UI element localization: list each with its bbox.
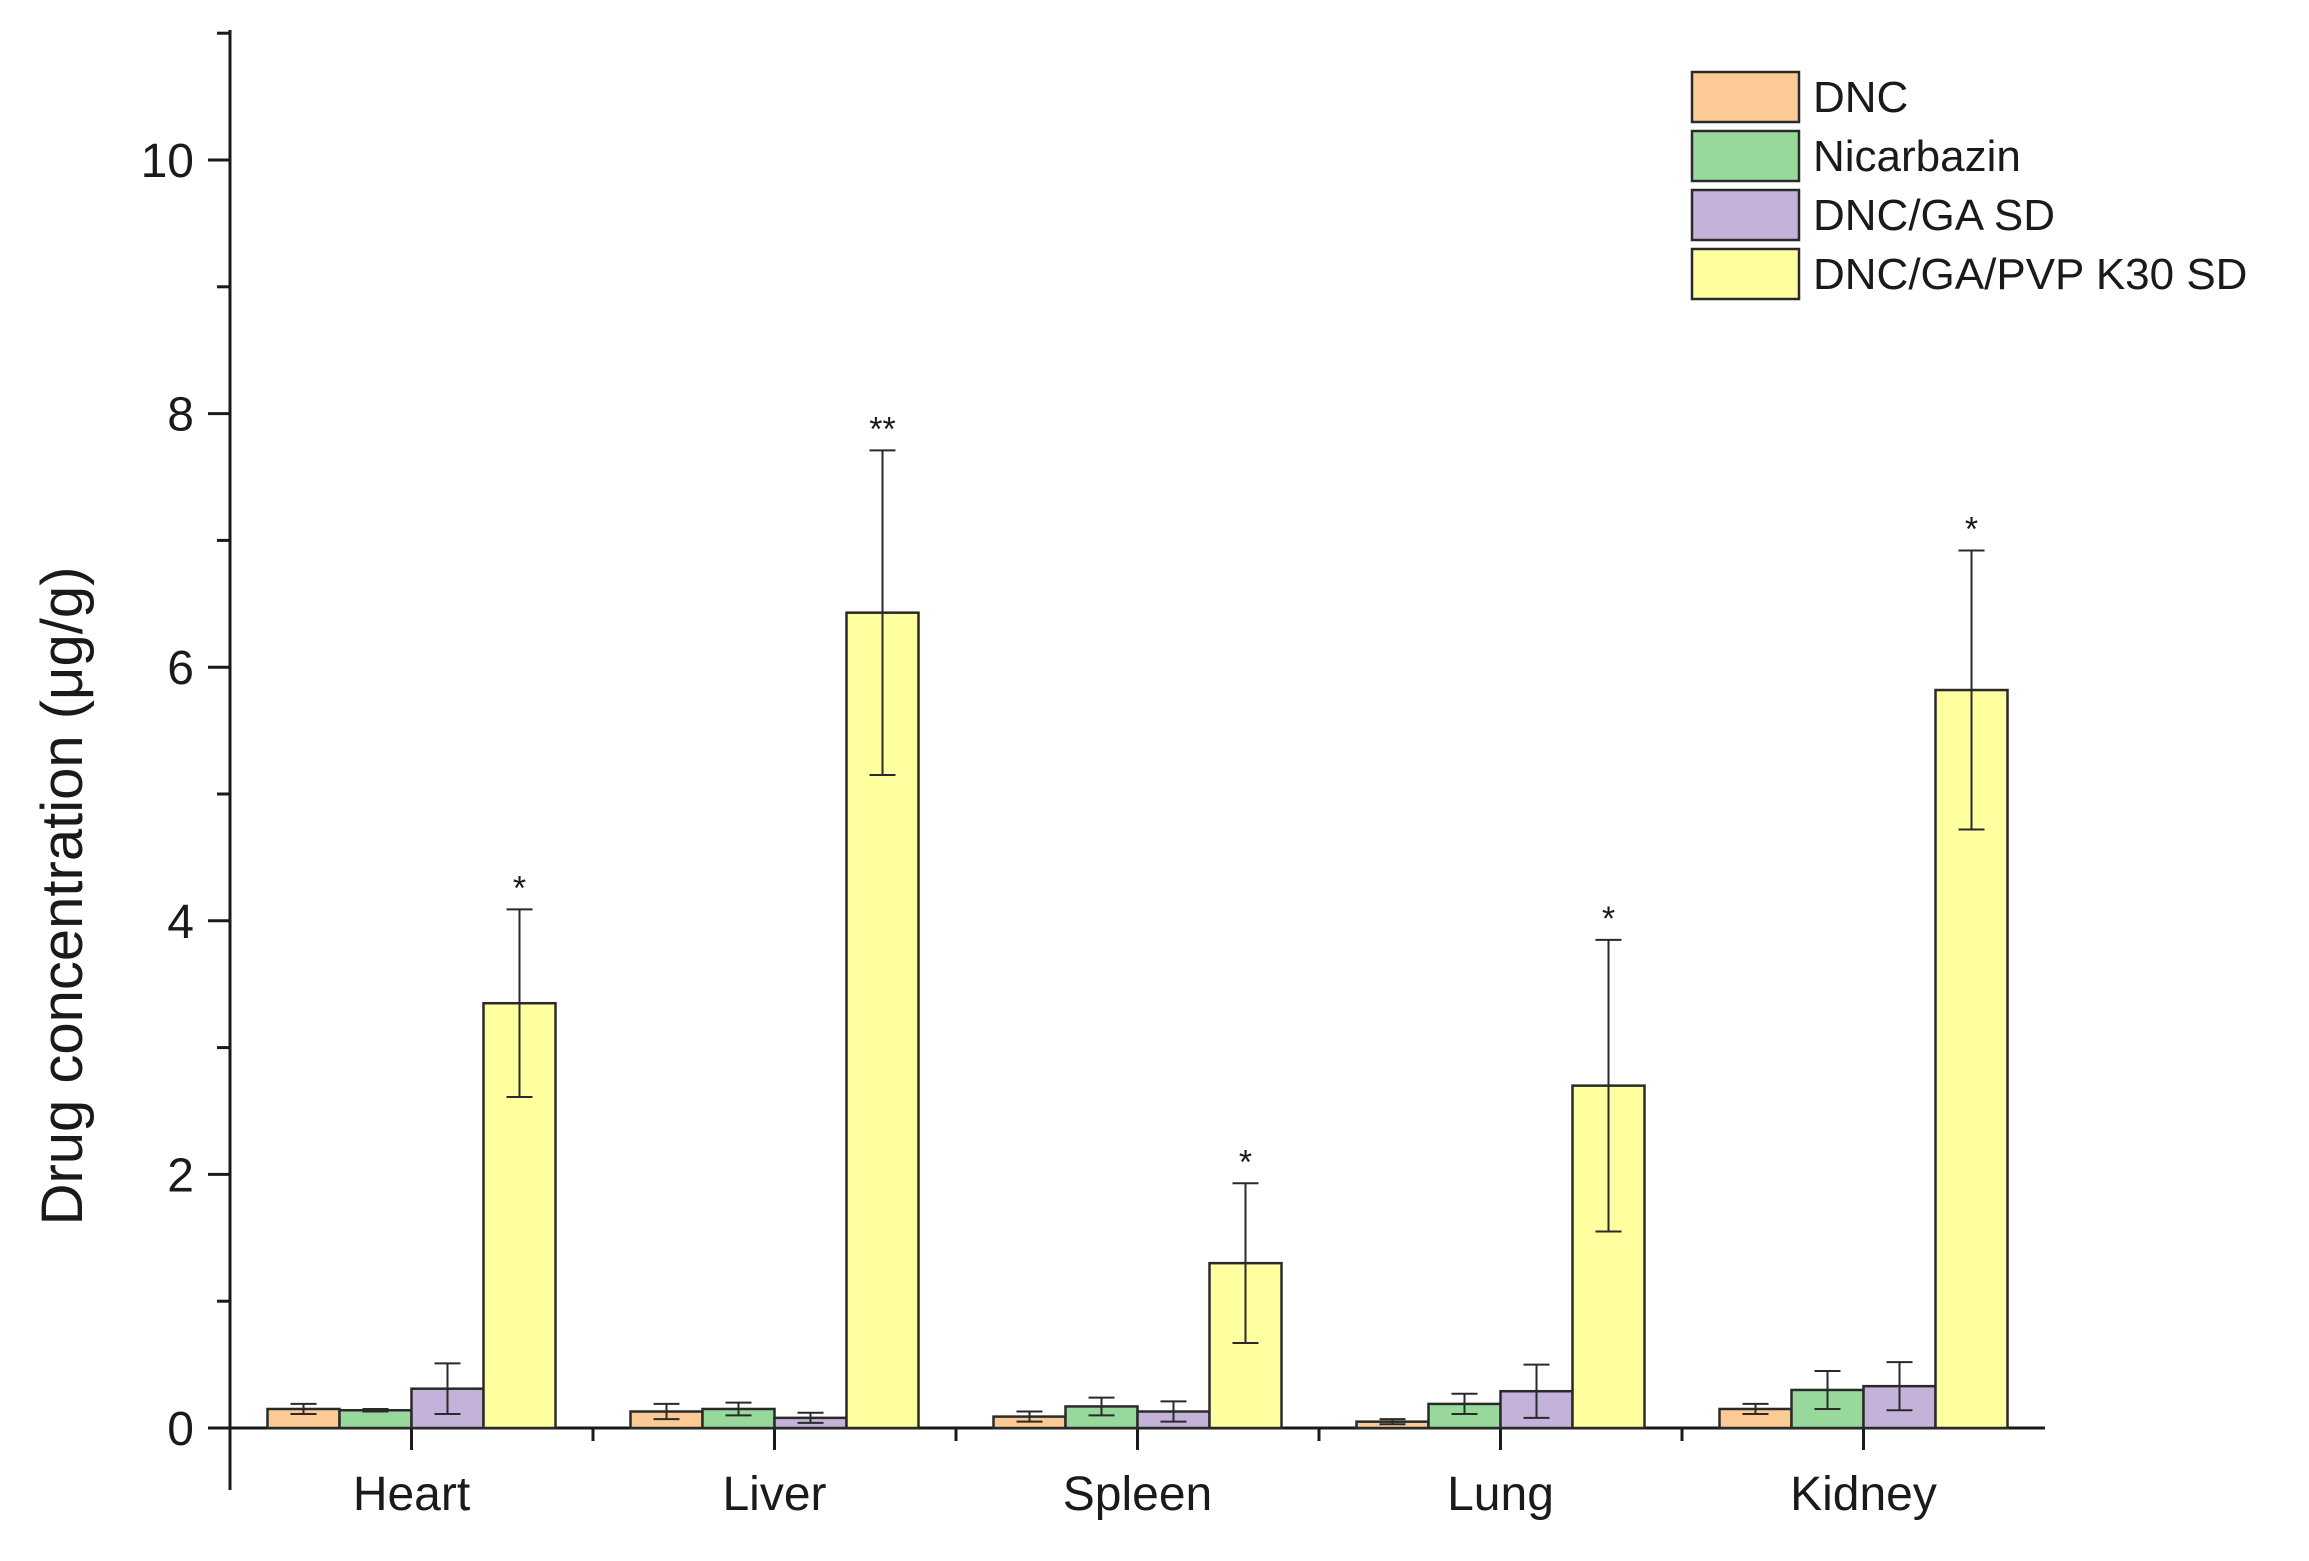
y-tick-label: 10 xyxy=(141,135,194,188)
error-bar-dnc-ga-pvp-k30-sd-liver xyxy=(869,449,896,776)
y-tick-label: 4 xyxy=(167,896,194,949)
legend: DNC Nicarbazin DNC/GA SD DNC/GA/PVP K30 SD xyxy=(1690,70,2247,301)
significance-mark-lung: * xyxy=(1602,900,1615,938)
error-bar-dnc-ga-pvp-k30-sd-heart xyxy=(506,908,533,1099)
error-bar-dnc-liver xyxy=(653,1402,680,1421)
significance-mark-liver: ** xyxy=(869,410,895,448)
error-bar-nicarbazin-liver xyxy=(725,1401,752,1417)
y-axis-label: Drug concentration (μg/g) xyxy=(30,567,95,1226)
bars xyxy=(266,611,2009,1430)
error-bar-dnc-lung xyxy=(1379,1418,1406,1426)
error-bar-dnc-ga-pvp-k30-sd-kidney xyxy=(1958,549,1985,831)
bar-nicarbazin-heart xyxy=(338,1408,413,1430)
y-ticks: 0 2 4 6 8 10 xyxy=(141,31,230,1456)
error-bar-dnc-ga-sd-liver xyxy=(797,1411,824,1424)
error-bar-dnc-ga-pvp-k30-sd-lung xyxy=(1595,938,1622,1233)
legend-label: DNC/GA/PVP K30 SD xyxy=(1813,250,2247,299)
legend-item-dnc-ga-pvp-k30-sd: DNC/GA/PVP K30 SD xyxy=(1690,247,2247,301)
error-bar-dnc-heart xyxy=(290,1402,317,1416)
error-bar-dnc-kidney xyxy=(1742,1402,1769,1416)
y-tick-label: 0 xyxy=(167,1403,194,1456)
x-tick-label-lung: Lung xyxy=(1447,1468,1554,1521)
significance-marks: ****** xyxy=(513,410,1978,1181)
error-bar-nicarbazin-spleen xyxy=(1088,1396,1115,1417)
y-tick-label: 6 xyxy=(167,642,194,695)
legend-label: DNC xyxy=(1813,73,1908,122)
y-tick-label: 2 xyxy=(167,1149,194,1202)
legend-item-dnc: DNC xyxy=(1690,70,1908,124)
legend-swatch xyxy=(1690,70,1801,124)
error-bar-dnc-spleen xyxy=(1016,1410,1043,1423)
error-bars xyxy=(290,449,1985,1426)
x-ticks: Heart Liver Spleen Lung Kidney xyxy=(353,1428,1937,1521)
significance-mark-spleen: * xyxy=(1239,1143,1252,1181)
error-bar-dnc-ga-sd-kidney xyxy=(1886,1361,1913,1412)
x-tick-label-kidney: Kidney xyxy=(1790,1468,1937,1521)
x-tick-label-spleen: Spleen xyxy=(1063,1468,1212,1521)
significance-mark-heart: * xyxy=(513,869,526,907)
x-tick-label-heart: Heart xyxy=(353,1468,470,1521)
error-bar-dnc-ga-sd-heart xyxy=(434,1362,461,1416)
error-bar-nicarbazin-heart xyxy=(362,1407,389,1413)
error-bar-dnc-ga-sd-lung xyxy=(1523,1363,1550,1419)
legend-label: Nicarbazin xyxy=(1813,132,2021,181)
y-tick-label: 8 xyxy=(167,389,194,442)
x-tick-label-liver: Liver xyxy=(722,1468,826,1521)
legend-swatch xyxy=(1690,129,1801,183)
legend-item-dnc-ga-sd: DNC/GA SD xyxy=(1690,188,2055,242)
error-bar-dnc-ga-pvp-k30-sd-spleen xyxy=(1232,1182,1259,1345)
legend-label: DNC/GA SD xyxy=(1813,191,2055,240)
error-bar-nicarbazin-lung xyxy=(1451,1392,1478,1416)
error-bar-nicarbazin-kidney xyxy=(1814,1369,1841,1410)
significance-mark-kidney: * xyxy=(1965,511,1978,549)
legend-item-nicarbazin: Nicarbazin xyxy=(1690,129,2021,183)
legend-swatch xyxy=(1690,188,1801,242)
legend-swatch xyxy=(1690,247,1801,301)
error-bar-dnc-ga-sd-spleen xyxy=(1160,1400,1187,1423)
